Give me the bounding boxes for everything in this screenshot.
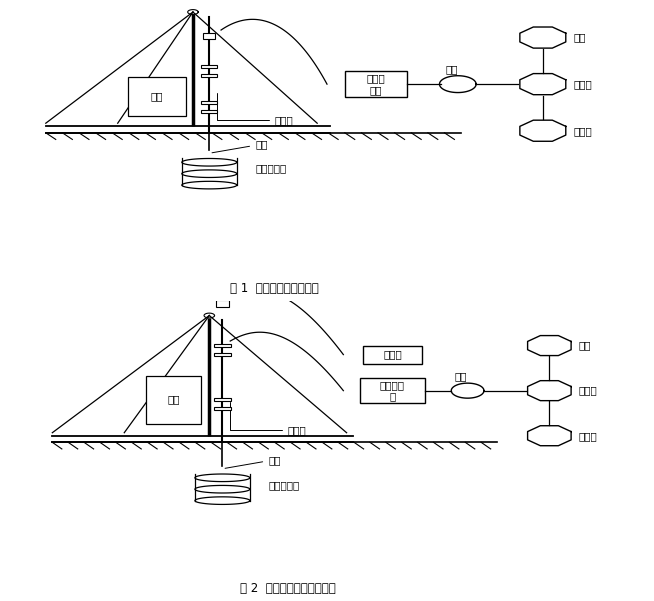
FancyBboxPatch shape xyxy=(215,407,231,410)
FancyBboxPatch shape xyxy=(216,300,229,307)
Polygon shape xyxy=(520,27,566,48)
FancyBboxPatch shape xyxy=(203,32,215,40)
Text: 注浆管: 注浆管 xyxy=(230,403,307,435)
Text: 喷头: 喷头 xyxy=(212,139,267,153)
Text: 图 1  单管旋喷注浆示意图: 图 1 单管旋喷注浆示意图 xyxy=(230,282,319,295)
FancyBboxPatch shape xyxy=(363,346,422,364)
FancyBboxPatch shape xyxy=(146,376,201,424)
Polygon shape xyxy=(439,76,476,93)
Text: 喷头: 喷头 xyxy=(225,455,281,468)
Polygon shape xyxy=(451,383,484,398)
Text: 钻机: 钻机 xyxy=(150,91,164,101)
Text: 水泥仓: 水泥仓 xyxy=(574,126,593,136)
Polygon shape xyxy=(204,313,215,318)
FancyBboxPatch shape xyxy=(215,398,231,401)
FancyBboxPatch shape xyxy=(128,77,186,115)
Polygon shape xyxy=(528,426,571,446)
Polygon shape xyxy=(528,380,571,401)
Text: 高压泥
浆泵: 高压泥 浆泵 xyxy=(367,73,385,95)
Text: 浆桶: 浆桶 xyxy=(455,371,468,381)
Text: 水泥仓: 水泥仓 xyxy=(578,431,597,441)
Text: 高压泥浆
泵: 高压泥浆 泵 xyxy=(380,380,405,401)
Text: 旋喷固结体: 旋喷固结体 xyxy=(255,163,286,173)
Text: 钻机: 钻机 xyxy=(167,395,180,404)
Text: 搅拌机: 搅拌机 xyxy=(574,79,593,89)
FancyBboxPatch shape xyxy=(201,109,217,113)
FancyBboxPatch shape xyxy=(201,100,217,103)
Text: 浆桶: 浆桶 xyxy=(445,64,458,74)
Text: 旋喷固结体: 旋喷固结体 xyxy=(268,480,300,490)
Text: 搅拌机: 搅拌机 xyxy=(578,386,597,395)
FancyBboxPatch shape xyxy=(201,64,217,67)
Text: 水箱: 水箱 xyxy=(574,32,586,43)
Polygon shape xyxy=(520,73,566,95)
FancyBboxPatch shape xyxy=(201,73,217,77)
Text: 图 2  二重管旋喷注浆示意图: 图 2 二重管旋喷注浆示意图 xyxy=(240,582,336,596)
FancyBboxPatch shape xyxy=(215,353,231,356)
FancyBboxPatch shape xyxy=(215,344,231,347)
Polygon shape xyxy=(528,335,571,356)
FancyBboxPatch shape xyxy=(345,72,407,97)
Polygon shape xyxy=(520,120,566,141)
FancyBboxPatch shape xyxy=(360,378,425,403)
Polygon shape xyxy=(188,10,198,14)
Text: 水箱: 水箱 xyxy=(578,341,591,350)
Text: 注浆管: 注浆管 xyxy=(217,93,294,125)
Text: 空压机: 空压机 xyxy=(383,350,402,359)
